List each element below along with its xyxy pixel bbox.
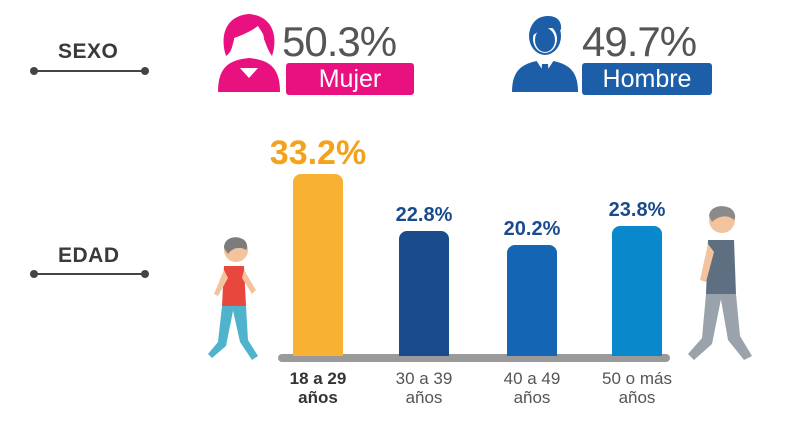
- mujer-label: Mujer: [286, 63, 414, 95]
- sexo-line-dot-right: [141, 67, 149, 75]
- mujer-percent: 50.3%: [282, 18, 397, 65]
- bar-value-label-3: 20.2%: [503, 218, 561, 240]
- sexo-line: [34, 70, 146, 72]
- chart-baseline: [278, 354, 670, 362]
- sexo-label: SEXO: [58, 40, 119, 63]
- bar-2: [399, 231, 449, 356]
- bar-3: [507, 245, 557, 356]
- bar-category-label-2: 30 a 39 años: [395, 369, 453, 407]
- edad-line-dot-right: [141, 270, 149, 278]
- bar-category-label-1: 18 a 29 años: [289, 369, 347, 407]
- young-walker-icon: [208, 237, 258, 360]
- woman-icon: [218, 14, 280, 92]
- edad-line: [34, 273, 146, 275]
- man-icon: [512, 16, 578, 92]
- older-walker-icon: [688, 206, 752, 360]
- bar-value-label-2: 22.8%: [395, 204, 453, 226]
- bar-1: [293, 174, 343, 356]
- bar-category-label-4: 50 o más años: [602, 369, 672, 407]
- bar-4: [612, 226, 662, 356]
- bar-value-label-4: 23.8%: [608, 199, 666, 221]
- bar-value-label-1: 33.2%: [269, 134, 367, 172]
- edad-label: EDAD: [58, 244, 120, 267]
- hombre-percent: 49.7%: [582, 18, 697, 65]
- bar-category-label-3: 40 a 49 años: [503, 369, 561, 407]
- hombre-label: Hombre: [582, 63, 712, 95]
